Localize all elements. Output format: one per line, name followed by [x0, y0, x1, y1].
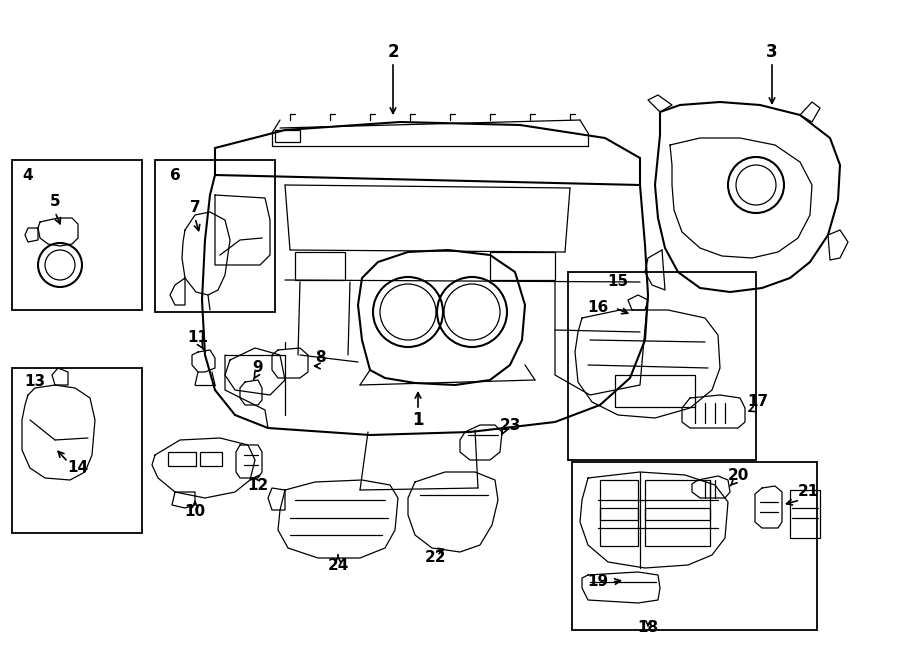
Text: 16: 16	[588, 301, 608, 316]
Text: 20: 20	[727, 469, 749, 483]
Text: 5: 5	[50, 195, 60, 209]
Bar	[568, 272, 756, 460]
Text: 1: 1	[412, 411, 424, 429]
Bar	[168, 452, 196, 466]
Text: 10: 10	[184, 504, 205, 520]
Bar	[490, 252, 555, 280]
Text: 22: 22	[424, 551, 446, 565]
Text: 3: 3	[766, 43, 778, 61]
Text: 14: 14	[68, 461, 88, 475]
Bar	[600, 480, 638, 520]
Text: 11: 11	[187, 330, 209, 346]
Bar	[275, 130, 300, 142]
Text: 2: 2	[387, 43, 399, 61]
Text: 21: 21	[797, 485, 819, 500]
Bar	[12, 368, 142, 533]
Text: 8: 8	[315, 350, 325, 365]
Bar	[155, 160, 275, 312]
Text: 12: 12	[248, 477, 268, 493]
Text: 18: 18	[637, 620, 659, 636]
Text: 9: 9	[253, 361, 264, 375]
Bar	[295, 252, 345, 280]
Text: 6: 6	[169, 167, 180, 183]
Text: 15: 15	[608, 275, 628, 289]
Text: 23: 23	[500, 418, 521, 432]
Bar	[645, 508, 710, 546]
Text: 19: 19	[588, 575, 608, 589]
Text: 17: 17	[747, 395, 769, 410]
Bar	[615, 375, 695, 407]
Text: 4: 4	[22, 167, 33, 183]
Bar	[12, 160, 142, 310]
Text: 7: 7	[190, 201, 201, 216]
Bar	[200, 452, 222, 466]
Text: 24: 24	[328, 557, 348, 573]
Bar	[572, 462, 817, 630]
Bar	[645, 480, 710, 520]
Text: 13: 13	[24, 375, 46, 389]
Bar	[790, 490, 820, 538]
Bar	[600, 508, 638, 546]
